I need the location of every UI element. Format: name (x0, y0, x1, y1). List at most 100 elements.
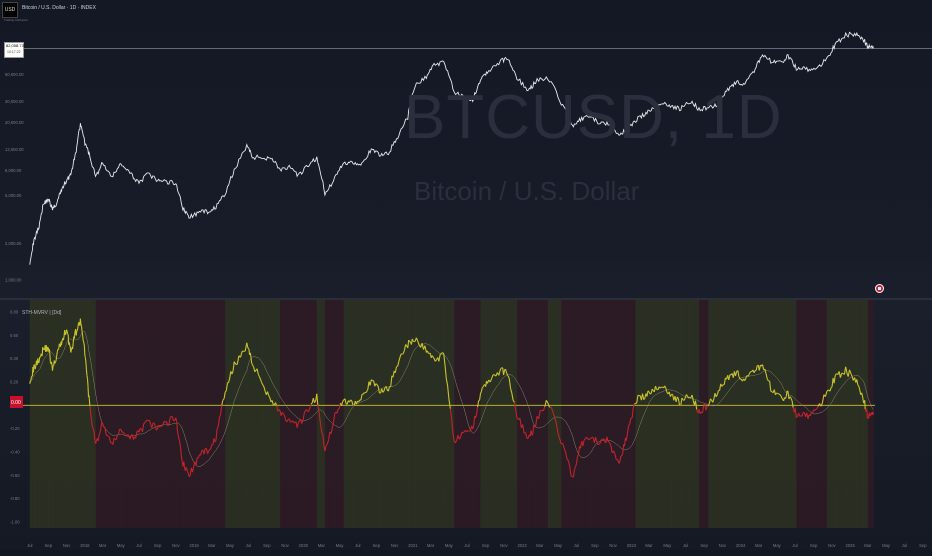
oscillator-segment (50, 355, 51, 362)
price-axis-label: 5,000.00 (5, 193, 22, 198)
time-axis-label: Mar (536, 543, 544, 548)
time-axis-label: Jul (574, 543, 579, 548)
regime-zone (772, 300, 781, 528)
regime-zone (681, 300, 690, 528)
regime-zone (408, 300, 416, 528)
time-axis-label: Mar (645, 543, 653, 548)
description-watermark: Bitcoin / U.S. Dollar (414, 176, 639, 207)
oscillator-segment (778, 394, 779, 395)
oscillator-segment (31, 377, 32, 380)
regime-zone (298, 300, 308, 528)
symbol-logo[interactable]: USD (2, 2, 18, 18)
oscillator-segment (52, 362, 53, 365)
oscillator-segment (43, 349, 44, 350)
oscillator-segment (39, 357, 40, 362)
regime-zone (580, 300, 590, 528)
oscillator-segment (102, 422, 103, 423)
regime-zone (89, 300, 96, 528)
regime-zone (48, 300, 53, 528)
time-axis-label: Sep (263, 543, 271, 548)
oscillator-segment (88, 386, 89, 397)
time-axis-label: Jul (464, 543, 469, 548)
price-axis-label: 2,000.00 (5, 241, 22, 246)
oscillator-segment (56, 361, 57, 362)
time-axis-label: May (554, 543, 563, 548)
oscillator-segment (76, 331, 77, 335)
regime-zone (53, 300, 58, 528)
regime-zone (856, 300, 864, 528)
oscillator-axis-label: 0.80 (10, 310, 19, 315)
regime-zone (308, 300, 318, 528)
oscillator-segment (83, 341, 84, 342)
oscillator-segment (870, 415, 871, 416)
time-axis-label: Mar (99, 543, 107, 548)
regime-zone (262, 300, 272, 528)
regime-zone (528, 300, 536, 528)
regime-zone (183, 300, 189, 528)
regime-zone (561, 300, 572, 528)
oscillator-segment (59, 344, 60, 345)
oscillator-chart[interactable]: 0.800.600.400.200.00-0.20-0.40-0.60-0.80… (0, 300, 932, 538)
oscillator-segment (247, 343, 248, 347)
time-axis-label: 2021 (408, 543, 418, 548)
time-axis-label: 2018 (80, 543, 90, 548)
oscillator-segment (440, 354, 441, 355)
regime-zone (139, 300, 149, 528)
oscillator-segment (53, 366, 54, 371)
oscillator-segment (30, 381, 31, 384)
oscillator-segment (38, 362, 39, 363)
oscillator-segment (43, 347, 44, 349)
time-axis-label: 2022 (517, 543, 527, 548)
oscillator-segment (371, 380, 372, 381)
oscillator-segment (85, 356, 86, 358)
regime-zone (317, 300, 325, 528)
oscillator-segment (481, 388, 482, 392)
oscillator-segment (42, 356, 43, 357)
time-axis-label: Nov (609, 543, 617, 548)
regime-zone (381, 300, 390, 528)
regime-zone (271, 300, 280, 528)
regime-zone (727, 300, 736, 528)
indicator-legend[interactable]: STH-MVRV | [Dd] (22, 310, 61, 316)
time-axis-label: May (663, 543, 672, 548)
regime-zone (57, 300, 62, 528)
last-price-value: 82,058.73 (6, 43, 24, 48)
price-axis-label: 20,000.00 (5, 120, 24, 125)
oscillator-segment (866, 409, 867, 410)
oscillator-segment (598, 444, 599, 445)
event-marker[interactable] (875, 284, 884, 293)
regime-zone (481, 300, 488, 528)
regime-zone (690, 300, 700, 528)
oscillator-segment (84, 342, 85, 345)
oscillator-segment (82, 331, 83, 335)
regime-zone (507, 300, 518, 528)
regime-zone (158, 300, 167, 528)
regime-zone (487, 300, 499, 528)
oscillator-segment (77, 327, 78, 331)
regime-zone (362, 300, 372, 528)
time-axis-label: Sep (810, 543, 818, 548)
time-axis-label: Nov (500, 543, 508, 548)
regime-zone (399, 300, 408, 528)
oscillator-segment (62, 341, 63, 346)
symbol-title[interactable]: Bitcoin / U.S. Dollar · 1D · INDEX (22, 5, 96, 11)
oscillator-segment (86, 362, 87, 369)
time-axis-label: Sep (700, 543, 708, 548)
oscillator-segment (467, 431, 468, 432)
regime-zone (717, 300, 727, 528)
oscillator-segment (48, 347, 49, 348)
regime-zone (247, 300, 253, 528)
time-axis-label: Jul (355, 543, 360, 548)
regime-zone (590, 300, 600, 528)
oscillator-segment (589, 439, 590, 440)
oscillator-segment (210, 449, 211, 450)
oscillator-segment (482, 387, 483, 388)
oscillator-segment (248, 347, 249, 349)
oscillator-segment (501, 368, 502, 369)
time-axis-label: 2025 (845, 543, 855, 548)
oscillator-pane[interactable]: 0.800.600.400.200.00-0.20-0.40-0.60-0.80… (0, 300, 932, 538)
oscillator-segment (771, 391, 772, 392)
regime-zone (536, 300, 549, 528)
